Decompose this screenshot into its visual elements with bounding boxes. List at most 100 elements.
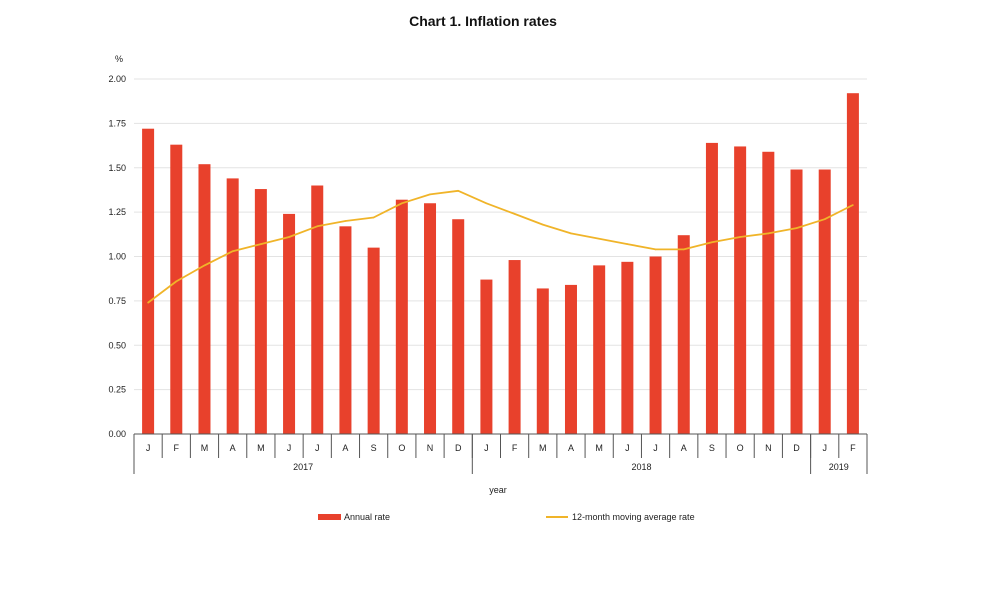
legend: Annual rate 12-month moving average rate [318,512,695,522]
y-tick-label: 0.25 [108,385,126,395]
moving-average-point [654,248,657,251]
moving-average-point [288,236,290,238]
legend-label-moving-average: 12-month moving average rate [572,512,695,522]
bar [705,142,718,434]
y-tick-label: 1.00 [108,252,126,262]
bar [198,164,211,434]
y-tick-label: 1.75 [108,118,126,128]
y-tick-label: 0.75 [108,296,126,306]
x-tick-label-month: S [709,443,715,453]
x-group-label-year: 2019 [829,462,849,472]
x-tick-label-month: F [512,443,518,453]
moving-average-point [682,248,685,251]
moving-average-point [429,193,431,196]
bar [677,235,690,434]
moving-average-point [823,218,826,221]
bar [480,279,493,434]
x-tick-label-month: D [455,443,462,453]
x-tick-label-month: M [539,443,547,453]
moving-average-point [260,243,262,245]
x-tick-label-month: O [737,443,744,453]
bar [395,199,408,434]
y-axis-unit-label: % [115,54,123,64]
x-tick-label-month: A [681,443,687,453]
x-tick-label-month: A [230,443,236,453]
bar [734,146,747,434]
bar [254,189,267,434]
bar [170,144,183,435]
bar [424,203,437,434]
x-tick-label-month: J [287,443,292,453]
x-axis: J F M A M J J A S O N D J F M A M J J A S O N D J F 2017 2018 2019 [133,433,868,474]
x-tick-label-month: F [850,443,856,453]
bar [508,260,521,434]
moving-average-point [852,204,854,206]
moving-average-line [147,189,854,304]
bar [564,284,577,434]
bar [142,128,155,434]
bar [226,178,239,434]
bar [818,169,831,434]
x-tick-label-month: A [568,443,574,453]
moving-average-point [175,280,178,283]
legend-label-annual-rate: Annual rate [344,512,390,522]
moving-average-point [626,243,629,245]
bar [846,93,859,434]
moving-average-point [316,225,319,228]
moving-average-point [401,202,403,205]
x-tick-label-month: F [174,443,180,453]
bar [649,256,662,434]
legend-swatch-annual-rate [318,514,341,520]
moving-average-point [231,250,234,252]
x-tick-label-month: M [595,443,603,453]
x-tick-label-month: J [315,443,320,453]
moving-average-point [513,213,516,215]
y-tick-label: 2.00 [108,74,126,84]
bar [339,226,352,434]
x-group-label-year: 2017 [293,462,313,472]
x-tick-label-month: M [257,443,265,453]
bar [621,261,634,434]
x-tick-label-month: A [342,443,348,453]
bar [367,247,380,434]
x-tick-label-month: J [625,443,630,453]
x-tick-label-month: J [146,443,151,453]
moving-average-point [485,202,488,205]
bar [311,185,324,434]
bar [593,265,606,434]
y-tick-label: 0.00 [108,429,126,439]
y-tick-label: 1.25 [108,207,126,217]
x-tick-label-month: J [484,443,489,453]
x-tick-label-month: N [427,443,434,453]
bar [536,288,549,434]
x-tick-label-month: O [398,443,405,453]
x-tick-label-month: J [822,443,827,453]
chart-title: Chart 1. Inflation rates [409,13,557,29]
y-tick-label: 0.50 [108,340,126,350]
y-tick-label: 1.50 [108,163,126,173]
line-moving-average [147,189,854,304]
moving-average-point [457,190,460,192]
bars-annual-rate [142,93,859,435]
x-tick-label-month: N [765,443,772,453]
x-tick-label-month: M [201,443,209,453]
x-tick-label-month: D [793,443,800,453]
moving-average-point [598,237,600,240]
bar [283,213,296,434]
bar [452,219,465,434]
x-tick-label-month: J [653,443,658,453]
x-tick-label-month: S [371,443,377,453]
x-group-label-year: 2018 [631,462,651,472]
moving-average-point [795,227,798,229]
moving-average-point [203,264,206,267]
moving-average-point [541,223,544,226]
moving-average-point [739,236,741,238]
bar [762,151,775,434]
bar [790,169,803,434]
y-axis-ticks: 0.00 0.25 0.50 0.75 1.00 1.25 1.50 1.75 2.00 [108,74,126,439]
moving-average-point [711,241,713,244]
moving-average-point [344,220,347,222]
moving-average-point [372,216,375,219]
moving-average-point [767,232,770,235]
